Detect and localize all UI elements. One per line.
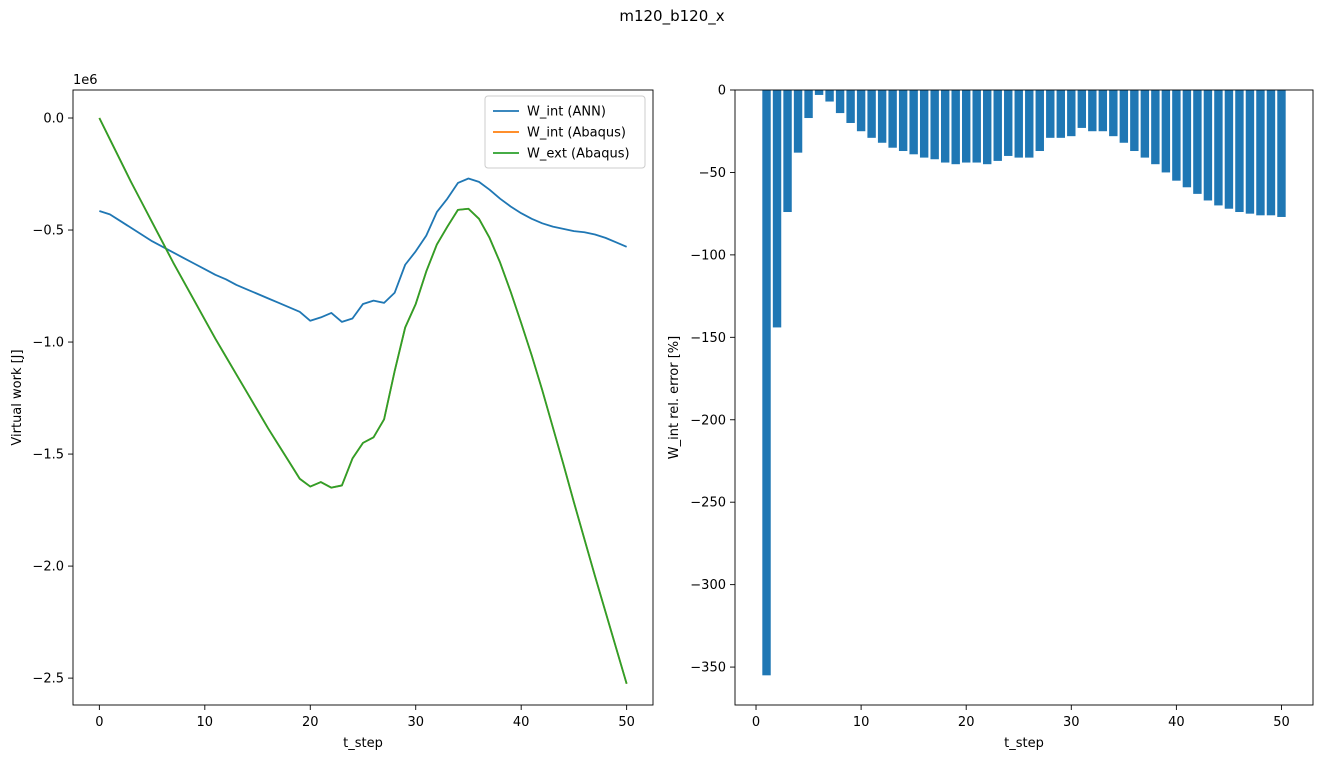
x-tick-label: 50 — [618, 715, 635, 730]
relative-error-bar-chart: 0 10 20 30 40 50 0 −50 −100 −150 −200 −250 −300 −350 t… — [667, 84, 1314, 751]
y-scale-offset-label: 1e6 — [73, 73, 98, 88]
y-tick-label: −2.5 — [32, 672, 64, 687]
bar — [846, 90, 855, 123]
bar — [1046, 90, 1055, 138]
x-axis-label: t_step — [1004, 736, 1044, 751]
bar — [1067, 90, 1076, 137]
bar — [888, 90, 897, 148]
figure-title: m120_b120_x — [619, 7, 724, 26]
legend-entry-1: W_int (Abaqus) — [527, 126, 626, 141]
bar — [793, 90, 803, 153]
bar — [1224, 90, 1234, 209]
series-line-2 — [98, 117, 628, 684]
legend-box — [484, 95, 646, 169]
bar — [1277, 90, 1286, 217]
bar — [1245, 90, 1255, 214]
x-tick-label: 20 — [958, 715, 975, 730]
bar — [898, 90, 908, 152]
bar — [1140, 90, 1150, 158]
x-tick-label: 40 — [1168, 715, 1185, 730]
x-tick-label: 10 — [197, 715, 214, 730]
bar — [909, 90, 918, 155]
y-tick-label: −150 — [690, 331, 726, 346]
bar — [1214, 90, 1223, 206]
bar — [1004, 90, 1013, 156]
x-tick-label: 10 — [853, 715, 870, 730]
y-axis-label: Virtual work [J] — [10, 349, 25, 445]
bar — [877, 90, 887, 143]
bar — [856, 90, 866, 132]
bar — [972, 90, 981, 163]
bar — [1203, 90, 1213, 201]
bar — [835, 90, 845, 114]
bar — [1172, 90, 1181, 181]
bar — [1025, 90, 1034, 158]
bar — [983, 90, 992, 165]
y-tick-label: −200 — [690, 413, 726, 428]
bar — [1035, 90, 1044, 152]
x-tick-label: 0 — [752, 715, 760, 730]
bar — [919, 90, 929, 158]
bar — [1119, 90, 1129, 143]
bar — [1109, 90, 1118, 137]
bar — [814, 90, 824, 95]
bar — [1182, 90, 1192, 188]
bar — [804, 90, 813, 119]
bar — [1193, 90, 1202, 194]
legend: W_int (ANN) W_int (Abaqus) W_ext (Abaqus) — [484, 95, 646, 169]
y-tick-label: −1.0 — [32, 336, 64, 351]
x-tick-label: 30 — [1063, 715, 1080, 730]
bar — [1161, 90, 1171, 173]
x-tick-label: 50 — [1273, 715, 1290, 730]
y-tick-label: −250 — [690, 496, 726, 511]
bar — [1014, 90, 1023, 158]
x-tick-label: 0 — [95, 715, 103, 730]
bar — [993, 90, 1002, 161]
x-axis-label: t_step — [343, 736, 383, 751]
y-tick-label: −300 — [690, 578, 726, 593]
axes-frame — [72, 89, 654, 706]
bar — [1088, 90, 1097, 132]
x-tick-label: 40 — [513, 715, 530, 730]
bar — [1235, 90, 1244, 213]
bar — [1056, 90, 1065, 138]
bar — [762, 90, 771, 676]
plot-area — [73, 90, 653, 705]
virtual-work-line-chart: 0 10 20 30 40 50 0.0 −0.5 −1.0 −1.5 −2.0 −2.5 t_step… — [10, 73, 654, 751]
bar — [951, 90, 960, 165]
bar — [1130, 90, 1139, 152]
y-tick-label: −350 — [690, 661, 726, 676]
y-axis-label: W_int rel. error [%] — [667, 336, 682, 459]
bar — [1256, 90, 1265, 216]
bar — [1151, 90, 1160, 165]
bar — [930, 90, 939, 160]
y-tick-label: −100 — [690, 248, 726, 263]
bar — [1098, 90, 1108, 132]
bar — [867, 90, 876, 138]
x-tick-label: 20 — [302, 715, 319, 730]
legend-entry-0: W_int (ANN) — [527, 105, 606, 120]
bar — [825, 90, 834, 102]
bar — [962, 90, 971, 163]
legend-entry-2: W_ext (Abaqus) — [527, 147, 630, 162]
y-tick-label: −2.0 — [32, 560, 64, 575]
x-tick-label: 30 — [407, 715, 424, 730]
y-tick-label: −1.5 — [32, 448, 64, 463]
bar — [1266, 90, 1276, 216]
bar — [783, 90, 792, 213]
y-tick-label: 0 — [718, 84, 726, 99]
bar — [1077, 90, 1087, 128]
bar — [940, 90, 950, 163]
bar — [772, 90, 782, 328]
y-tick-label: −0.5 — [32, 224, 64, 239]
y-tick-label: −50 — [699, 166, 726, 181]
axes-frame — [734, 89, 1314, 706]
y-tick-label: 0.0 — [43, 112, 64, 127]
series-line-0 — [99, 177, 627, 323]
